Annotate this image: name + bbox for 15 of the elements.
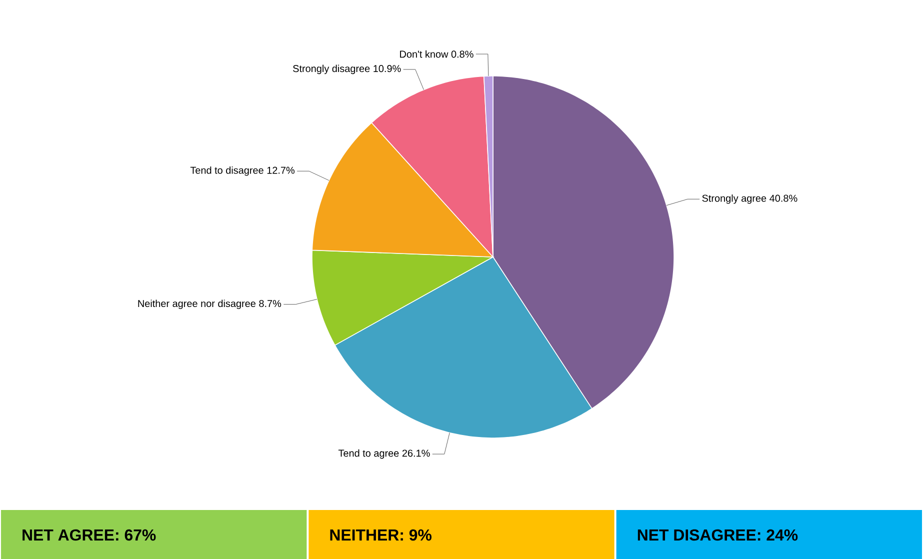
data-label: 40.8% bbox=[770, 194, 798, 202]
slice-label: Tend to disagree bbox=[190, 166, 264, 176]
slice-label: Don't know bbox=[400, 50, 448, 58]
slice-label: Neither agree nor disagree bbox=[138, 300, 256, 310]
data-label: 0.8% bbox=[451, 50, 474, 58]
data-label: 8.7% bbox=[259, 300, 282, 308]
slice-label: Strongly disagree bbox=[293, 64, 370, 74]
text: NEITHER: 9% bbox=[330, 529, 432, 541]
text: NET AGREE: 67% bbox=[22, 529, 156, 541]
text: NET DISAGREE: 24% bbox=[638, 529, 798, 541]
slice-label: Tend to agree bbox=[338, 449, 399, 459]
slice-label: Strongly agree bbox=[702, 194, 766, 204]
data-label: 26.1% bbox=[402, 450, 430, 457]
data-label: 10.9% bbox=[374, 65, 401, 72]
data-label: 12.7% bbox=[267, 166, 295, 174]
